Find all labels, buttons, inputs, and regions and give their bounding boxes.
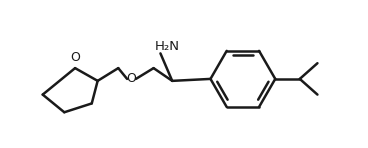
Text: O: O — [126, 72, 136, 85]
Text: O: O — [70, 51, 80, 64]
Text: H₂N: H₂N — [155, 40, 180, 53]
